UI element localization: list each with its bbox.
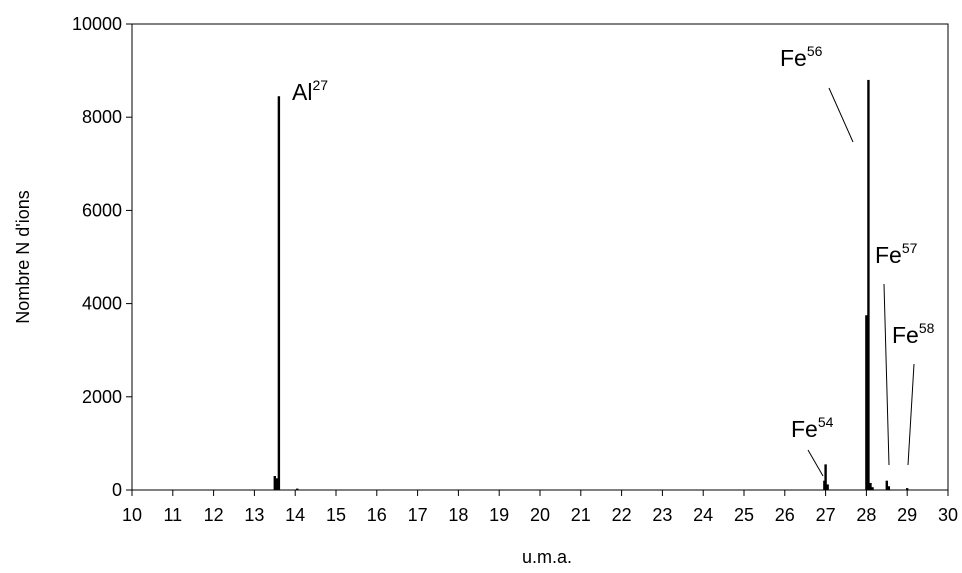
x-tick-label: 30 (938, 505, 958, 525)
peak-label-fe57: Fe57 (875, 240, 918, 466)
spectrum-peak (823, 480, 826, 490)
leader-line (907, 363, 915, 466)
x-tick-label: 25 (734, 505, 754, 525)
spectrum-peak (865, 315, 868, 490)
x-tick-label: 27 (816, 505, 836, 525)
x-tick-label: 16 (367, 505, 387, 525)
spectrum-peak (826, 484, 829, 490)
spectrum-peaks (273, 79, 909, 491)
x-axis-title: u.m.a. (522, 547, 572, 567)
peak-label-fe58: Fe58 (892, 320, 935, 466)
spectrum-peak (296, 488, 299, 490)
x-tick-label: 24 (693, 505, 713, 525)
peak-label-fe56: Fe56 (780, 43, 854, 143)
spectrum-peak (277, 96, 281, 490)
spectrum-peak (887, 486, 891, 490)
spectrum-peak (906, 488, 909, 490)
x-tick-label: 12 (204, 505, 224, 525)
x-tick-label: 26 (775, 505, 795, 525)
spectrum-peak (869, 483, 872, 490)
x-tick-label: 23 (652, 505, 672, 525)
peak-label-al27: Al27 (292, 77, 328, 105)
x-axis-ticks: 10 11 12 13 14 15 16 17 18 19 20 21 22 23 24 25 26 27 28 29… (122, 490, 958, 525)
spectrum-peak (867, 79, 870, 491)
x-tick-label: 13 (244, 505, 264, 525)
peak-label-text: Fe57 (875, 240, 918, 268)
x-tick-label: 17 (408, 505, 428, 525)
x-tick-label: 28 (856, 505, 876, 525)
peak-annotations: Al27 Fe56 Fe57 Fe58 Fe54 (292, 43, 935, 477)
spectrum-peak (275, 478, 279, 490)
x-tick-label: 14 (285, 505, 305, 525)
leader-line (883, 283, 890, 466)
spectrum-peak (824, 464, 827, 490)
spectrum-peak (273, 476, 276, 490)
y-tick-label: 10000 (72, 14, 122, 34)
y-tick-label: 8000 (82, 107, 122, 127)
peak-label-text: Al27 (292, 77, 328, 105)
x-tick-label: 11 (163, 505, 182, 525)
y-tick-label: 4000 (82, 294, 122, 314)
spectrum-peak (885, 480, 888, 490)
x-tick-label: 21 (571, 505, 591, 525)
x-tick-label: 15 (326, 505, 346, 525)
y-axis-title: Nombre N d'ions (13, 190, 33, 324)
y-tick-label: 2000 (82, 387, 122, 407)
x-tick-label: 10 (122, 505, 142, 525)
x-tick-label: 19 (489, 505, 509, 525)
y-tick-label: 0 (112, 480, 122, 500)
peak-label-text: Fe56 (780, 43, 823, 71)
x-tick-label: 29 (897, 505, 917, 525)
y-axis-ticks: 0 2000 4000 6000 8000 10000 (72, 14, 132, 500)
spectrum-peak (871, 487, 874, 490)
peak-label-fe54: Fe54 (791, 414, 834, 477)
x-tick-label: 20 (530, 505, 550, 525)
leader-line (807, 449, 824, 477)
y-tick-label: 6000 (82, 200, 122, 220)
leader-line (828, 87, 854, 143)
x-tick-label: 22 (612, 505, 632, 525)
peak-label-text: Fe58 (892, 320, 935, 348)
peak-label-text: Fe54 (791, 414, 834, 442)
x-tick-label: 18 (448, 505, 468, 525)
